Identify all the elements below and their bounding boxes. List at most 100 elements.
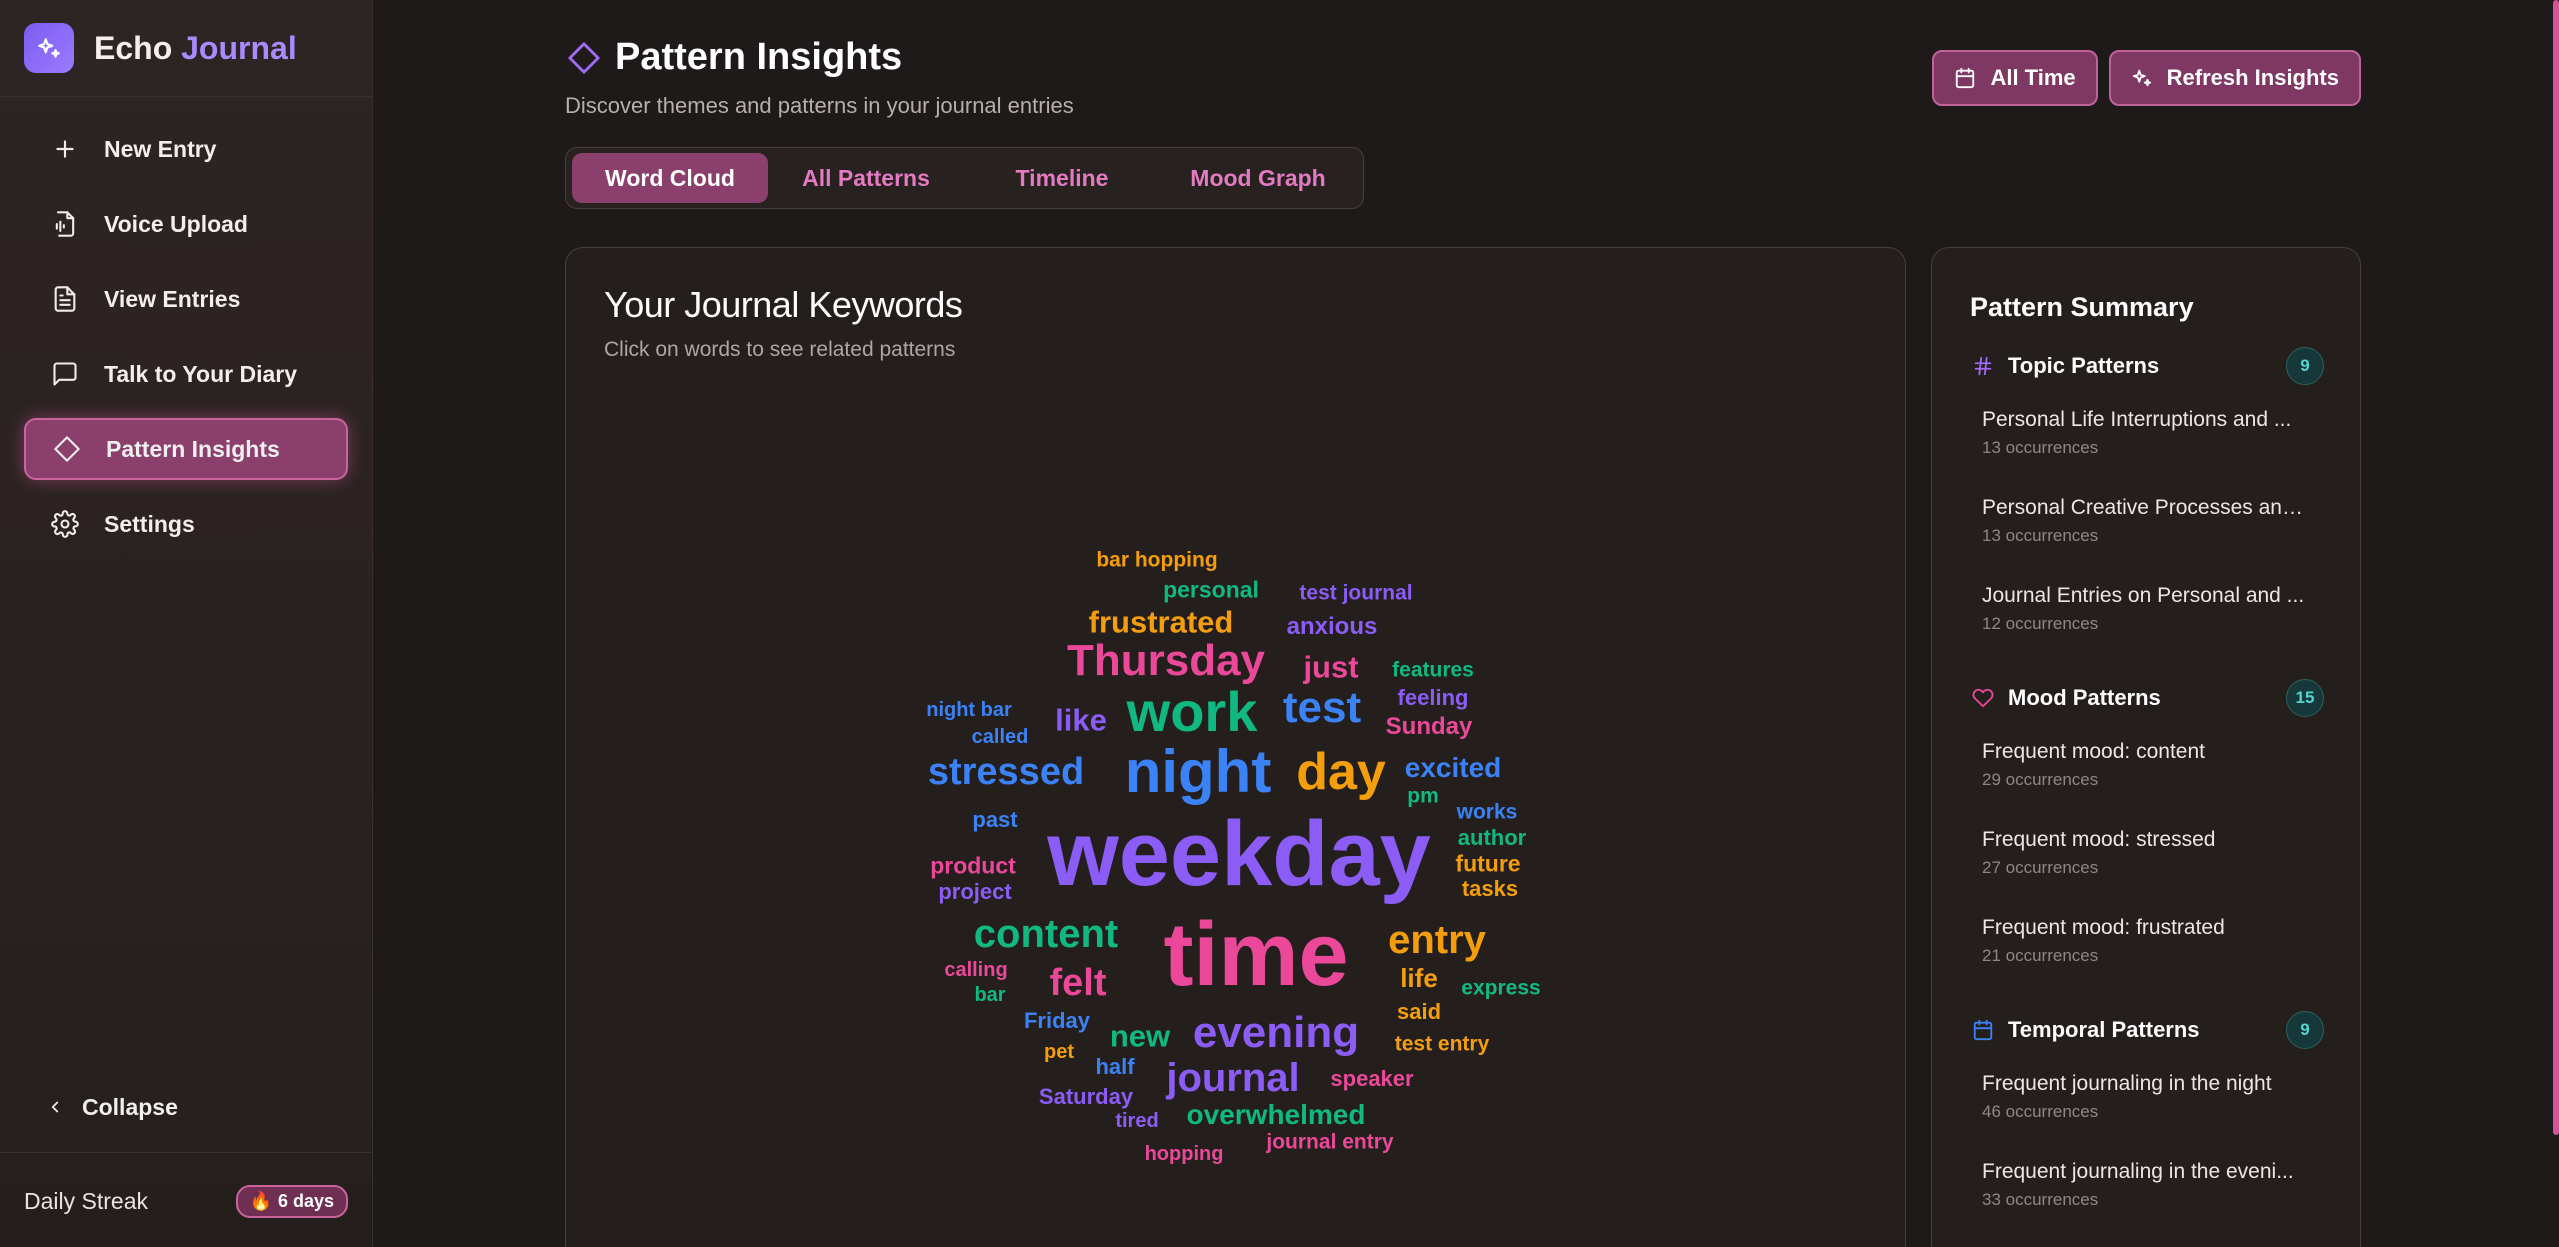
pattern-occurrences: 13 occurrences	[1982, 438, 2099, 457]
flame-icon: 🔥	[249, 1190, 272, 1211]
word-cloud-word[interactable]: called	[971, 726, 1029, 748]
word-cloud-word[interactable]: excited	[1404, 752, 1502, 783]
word-cloud-word[interactable]: like	[1055, 702, 1107, 738]
sparkle-logo-icon	[24, 23, 74, 73]
word-cloud-word[interactable]: test entry	[1394, 1032, 1490, 1056]
pattern-item[interactable]: Frequent mood: frustrated 21 occurrences	[1982, 916, 2324, 982]
topic-patterns-group: Topic Patterns 9 Personal Life Interrupt…	[1970, 346, 2324, 650]
word-cloud-word[interactable]: overwhelmed	[1186, 1099, 1366, 1130]
word-cloud-word[interactable]: Friday	[1023, 1008, 1091, 1033]
app-name-part2: Journal	[181, 29, 297, 66]
voice-file-icon	[50, 209, 80, 239]
word-cloud-word[interactable]: just	[1303, 649, 1359, 685]
word-cloud-word[interactable]: felt	[1049, 962, 1107, 1004]
refresh-insights-button[interactable]: Refresh Insights	[2108, 50, 2361, 106]
word-cloud-word[interactable]: life	[1400, 963, 1438, 993]
word-cloud-word[interactable]: bar	[974, 984, 1006, 1006]
group-name: Topic Patterns	[2008, 353, 2160, 378]
word-cloud-word[interactable]: stressed	[927, 751, 1085, 793]
word-cloud-word[interactable]: features	[1392, 658, 1474, 682]
word-cloud-word[interactable]: Sunday	[1385, 713, 1473, 740]
word-cloud-word[interactable]: pm	[1407, 784, 1439, 808]
word-cloud-word[interactable]: night	[1124, 738, 1272, 805]
calendar-icon	[1954, 67, 1976, 89]
streak-label: Daily Streak	[24, 1187, 148, 1214]
pattern-item[interactable]: Frequent journaling in the eveni... 33 o…	[1982, 1160, 2324, 1226]
word-cloud-word[interactable]: past	[972, 807, 1018, 832]
pattern-occurrences: 27 occurrences	[1982, 858, 2099, 877]
word-cloud-word[interactable]: product	[930, 852, 1016, 879]
collapse-button[interactable]: Collapse	[24, 1082, 348, 1132]
sidebar-item-new-entry[interactable]: New Entry	[24, 118, 348, 180]
page-header: Pattern Insights Discover themes and pat…	[565, 36, 1074, 119]
word-cloud-word[interactable]: weekday	[1047, 803, 1431, 905]
sidebar: Echo Journal New Entry Voice Upload	[0, 0, 373, 1247]
word-cloud-word[interactable]: express	[1461, 976, 1541, 1000]
tab-mood-graph[interactable]: Mood Graph	[1190, 164, 1326, 191]
sidebar-item-voice-upload[interactable]: Voice Upload	[24, 193, 348, 255]
sidebar-item-label: Talk to Your Diary	[104, 360, 297, 387]
word-cloud-word[interactable]: author	[1457, 825, 1527, 850]
word-cloud-word[interactable]: tasks	[1461, 876, 1519, 901]
word-cloud-word[interactable]: Thursday	[1066, 636, 1266, 685]
word-cloud-word[interactable]: day	[1296, 743, 1386, 801]
tab-timeline[interactable]: Timeline	[1015, 164, 1109, 191]
diamond-icon	[52, 434, 82, 464]
word-cloud-word[interactable]: project	[938, 879, 1012, 904]
brand[interactable]: Echo Journal	[24, 20, 297, 76]
pattern-item[interactable]: Journal Entries on Personal and ... 12 o…	[1982, 584, 2324, 650]
word-cloud-word[interactable]: tired	[1115, 1110, 1159, 1132]
word-cloud-word[interactable]: calling	[944, 959, 1008, 981]
time-range-button[interactable]: All Time	[1932, 50, 2098, 106]
pattern-item[interactable]: Frequent mood: stressed 27 occurrences	[1982, 828, 2324, 894]
word-cloud-word[interactable]: test journal	[1299, 581, 1413, 605]
word-cloud-word[interactable]: Saturday	[1038, 1084, 1134, 1109]
refresh-insights-label: Refresh Insights	[2166, 65, 2339, 90]
group-header[interactable]: Temporal Patterns 9	[1970, 1010, 2324, 1050]
word-cloud-word[interactable]: evening	[1192, 1008, 1360, 1057]
sidebar-item-view-entries[interactable]: View Entries	[24, 268, 348, 330]
word-cloud-word[interactable]: test	[1282, 683, 1362, 732]
word-cloud-word[interactable]: night bar	[926, 699, 1012, 721]
word-cloud-word[interactable]: journal entry	[1266, 1130, 1394, 1154]
word-cloud-word[interactable]: work	[1126, 680, 1258, 743]
word-cloud-word[interactable]: said	[1396, 999, 1442, 1024]
word-cloud-word[interactable]: future	[1455, 850, 1521, 877]
pattern-name: Frequent mood: content	[1982, 740, 2205, 763]
pattern-item[interactable]: Frequent mood: content 29 occurrences	[1982, 740, 2324, 806]
daily-streak: Daily Streak 🔥 6 days	[24, 1180, 348, 1222]
word-cloud-word[interactable]: pet	[1044, 1041, 1074, 1063]
tab-all-patterns[interactable]: All Patterns	[802, 164, 930, 191]
pattern-item[interactable]: Frequent journaling in the night 46 occu…	[1982, 1072, 2324, 1138]
sidebar-item-settings[interactable]: Settings	[24, 493, 348, 555]
word-cloud-word[interactable]: anxious	[1286, 613, 1378, 640]
word-cloud-word[interactable]: works	[1456, 800, 1518, 824]
word-cloud-word[interactable]: entry	[1388, 918, 1486, 962]
word-cloud-word[interactable]: feeling	[1397, 685, 1469, 710]
group-name: Mood Patterns	[2008, 685, 2161, 710]
word-cloud-word[interactable]: content	[973, 912, 1119, 956]
word-cloud-word[interactable]: personal	[1163, 576, 1259, 603]
pattern-item[interactable]: Personal Creative Processes and... 13 oc…	[1982, 496, 2324, 562]
count-badge: 9	[2286, 347, 2324, 385]
word-cloud-word[interactable]: speaker	[1330, 1066, 1414, 1091]
word-cloud-subtitle: Click on words to see related patterns	[604, 338, 956, 361]
page-title: Pattern Insights	[615, 36, 903, 78]
word-cloud-word[interactable]: half	[1095, 1054, 1135, 1079]
word-cloud-word[interactable]: time	[1163, 905, 1349, 1005]
word-cloud-word[interactable]: new	[1109, 1018, 1171, 1054]
page-scrollbar[interactable]	[2553, 0, 2559, 1135]
group-name: Temporal Patterns	[2008, 1017, 2200, 1042]
sidebar-item-pattern-insights[interactable]: Pattern Insights	[24, 418, 348, 480]
sidebar-item-talk-to-diary[interactable]: Talk to Your Diary	[24, 343, 348, 405]
word-cloud-word[interactable]: frustrated	[1088, 604, 1234, 640]
group-header[interactable]: Topic Patterns 9	[1970, 346, 2324, 386]
word-cloud-word[interactable]: hopping	[1144, 1143, 1224, 1165]
collapse-label: Collapse	[82, 1093, 178, 1120]
pattern-item[interactable]: Personal Life Interruptions and ... 13 o…	[1982, 408, 2324, 474]
tab-word-cloud[interactable]: Word Cloud	[572, 153, 768, 203]
pattern-occurrences: 33 occurrences	[1982, 1190, 2099, 1209]
word-cloud-word[interactable]: bar hopping	[1096, 548, 1218, 572]
group-header[interactable]: Mood Patterns 15	[1970, 678, 2324, 718]
word-cloud-word[interactable]: journal	[1166, 1056, 1300, 1100]
